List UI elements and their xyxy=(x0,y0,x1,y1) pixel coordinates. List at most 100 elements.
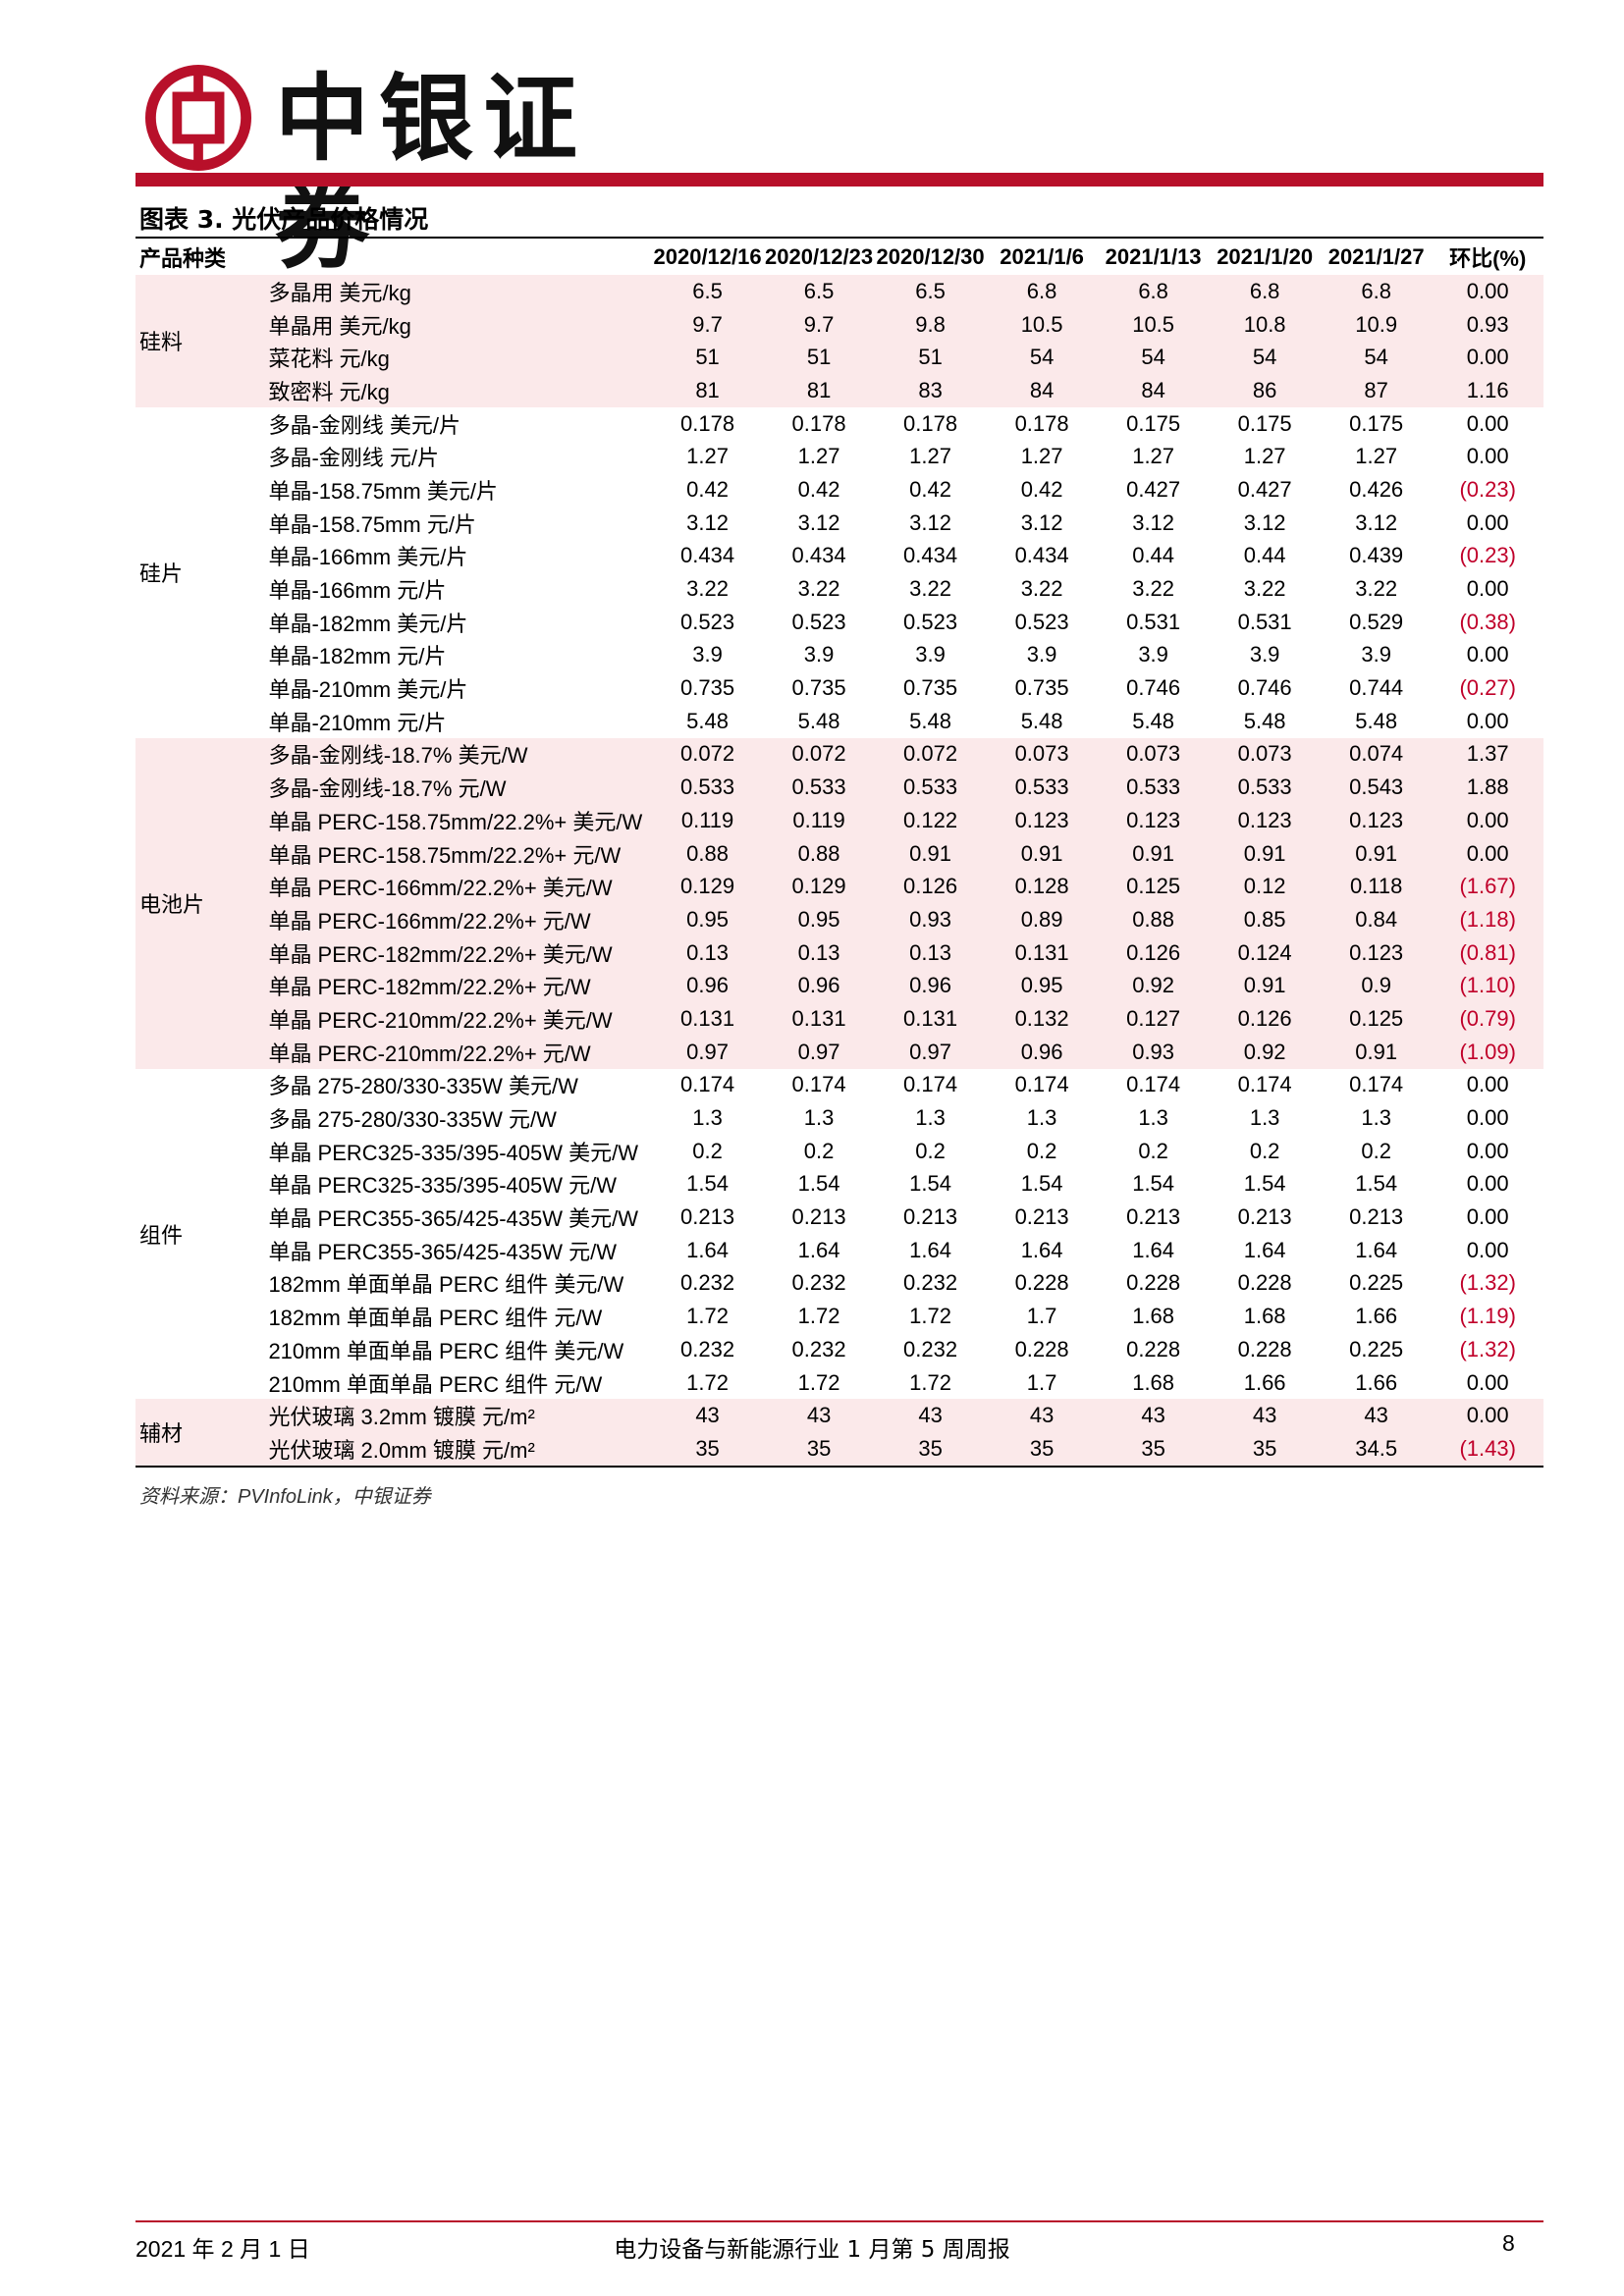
price-cell: 54 xyxy=(1209,341,1321,375)
price-cell: 0.91 xyxy=(1320,1035,1433,1069)
column-header-date: 2021/1/13 xyxy=(1105,243,1202,269)
product-cell: 单晶 PERC-182mm/22.2%+ 元/W xyxy=(264,969,652,1003)
price-cell: 5.48 xyxy=(1355,708,1398,733)
price-cell: 0.213 xyxy=(1237,1204,1292,1230)
change-cell: 0.00 xyxy=(1466,444,1509,469)
table-row: 硅料 多晶用 美元/kg 6.5 6.5 6.5 6.8 6.8 6.8 6.8 0.00 xyxy=(135,275,1543,407)
price-cell: 0.175 xyxy=(1349,410,1404,436)
table-body: 硅料 多晶用 美元/kg 6.5 6.5 6.5 6.8 6.8 6.8 6.8 0.00 单晶用 … xyxy=(135,275,1543,1466)
product-cell: 182mm 单面单晶 PERC 组件 元/W xyxy=(268,1306,603,1331)
change-cell: 0.00 xyxy=(1432,275,1543,308)
price-cell: 1.27 xyxy=(909,444,951,469)
product-cell: 多晶 275-280/330-335W 元/W xyxy=(268,1107,557,1133)
price-cell: 0.129 xyxy=(763,870,875,904)
change-cell: (1.32) xyxy=(1459,1336,1516,1362)
footer-report-title: 电力设备与新能源行业 1 月第 5 周周报 xyxy=(614,2237,1010,2263)
price-cell: 0.119 xyxy=(763,804,875,837)
price-cell: 5.48 xyxy=(1243,708,1286,733)
price-cell: 0.93 xyxy=(1097,1035,1210,1069)
price-cell: 1.68 xyxy=(1132,1304,1175,1329)
change-cell: (0.38) xyxy=(1459,609,1516,634)
price-cell: 0.126 xyxy=(874,870,987,904)
price-cell: 10.5 xyxy=(986,307,1098,342)
price-cell: 0.96 xyxy=(763,969,875,1003)
price-cell: 0.746 xyxy=(1237,675,1292,701)
price-cell: 0.2 xyxy=(1361,1138,1391,1163)
price-cell: 0.533 xyxy=(651,771,764,804)
price-cell: 3.12 xyxy=(1355,509,1398,535)
price-cell: 0.122 xyxy=(874,804,987,837)
price-cell: 0.128 xyxy=(986,870,1098,904)
product-cell: 单晶 PERC-182mm/22.2%+ 美元/W xyxy=(264,935,652,970)
category-cell: 辅材 xyxy=(135,1399,265,1466)
table-row: 单晶-158.75mm 美元/片 0.42 0.42 0.42 0.42 0.427 0.4… xyxy=(135,473,1543,507)
price-cell: 0.735 xyxy=(903,675,958,701)
price-cell: 3.9 xyxy=(915,642,946,667)
price-cell: 54 xyxy=(1097,341,1210,375)
price-cell: 1.64 xyxy=(909,1237,951,1262)
price-cell: 1.54 xyxy=(1132,1171,1175,1197)
price-cell: 35 xyxy=(874,1432,987,1466)
price-cell: 0.523 xyxy=(680,609,735,634)
price-cell: 0.125 xyxy=(1097,870,1210,904)
price-cell: 0.232 xyxy=(791,1270,846,1296)
price-cell: 0.42 xyxy=(1020,476,1063,502)
price-cell: 0.213 xyxy=(1349,1204,1404,1230)
price-cell: 10.8 xyxy=(1209,307,1321,342)
price-cell: 3.9 xyxy=(1138,642,1168,667)
price-cell: 1.72 xyxy=(909,1369,951,1395)
change-cell: 0.00 xyxy=(1466,410,1509,436)
product-cell: 182mm 单面单晶 PERC 组件 美元/W xyxy=(268,1272,624,1298)
price-cell: 0.533 xyxy=(1209,771,1321,804)
price-cell: 1.3 xyxy=(1026,1105,1057,1131)
change-cell: 1.88 xyxy=(1432,771,1543,804)
price-cell: 0.126 xyxy=(1209,1002,1321,1036)
price-cell: 1.64 xyxy=(686,1237,729,1262)
product-cell: 单晶 PERC-210mm/22.2%+ 美元/W xyxy=(264,1002,652,1036)
product-cell: 单晶 PERC325-335/395-405W 元/W xyxy=(268,1173,618,1199)
price-cell: 51 xyxy=(651,341,764,375)
price-cell: 1.27 xyxy=(1355,444,1398,469)
price-cell: 0.2 xyxy=(1026,1138,1057,1163)
price-cell: 0.426 xyxy=(1349,476,1404,502)
change-cell: 0.00 xyxy=(1466,576,1509,602)
column-header-date: 2020/12/30 xyxy=(876,243,985,269)
price-cell: 0.13 xyxy=(874,935,987,970)
price-cell: 0.42 xyxy=(797,476,840,502)
change-cell: 0.00 xyxy=(1466,1072,1509,1097)
price-cell: 0.213 xyxy=(903,1204,958,1230)
table-row: 210mm 单面单晶 PERC 组件 元/W 1.72 1.72 1.72 1.7 1.6… xyxy=(135,1366,1543,1400)
change-cell: (1.67) xyxy=(1432,870,1543,904)
price-cell: 5.48 xyxy=(797,708,840,733)
price-cell: 3.12 xyxy=(686,509,729,535)
product-cell: 单晶 PERC325-335/395-405W 美元/W xyxy=(268,1140,639,1165)
product-cell: 单晶 PERC355-365/425-435W 元/W xyxy=(268,1239,618,1264)
price-cell: 0.2 xyxy=(1249,1138,1280,1163)
price-cell: 0.228 xyxy=(1237,1336,1292,1362)
price-cell: 0.88 xyxy=(651,836,764,871)
price-cell: 1.3 xyxy=(1249,1105,1280,1131)
price-cell: 0.131 xyxy=(651,1002,764,1036)
price-cell: 0.073 xyxy=(1209,737,1321,772)
price-cell: 1.3 xyxy=(1361,1105,1391,1131)
table-row: 182mm 单面单晶 PERC 组件 美元/W 0.232 0.232 0.232 0.… xyxy=(135,1267,1543,1301)
product-cell: 致密料 元/kg xyxy=(264,374,652,407)
price-cell: 0.96 xyxy=(651,969,764,1003)
table-row: 菜花料 元/kg 51 51 51 54 54 54 54 0.00 xyxy=(135,341,1543,375)
change-cell: (1.18) xyxy=(1432,903,1543,936)
price-cell: 0.131 xyxy=(763,1002,875,1036)
price-cell: 84 xyxy=(986,374,1098,407)
table-row: 单晶-166mm 元/片 3.22 3.22 3.22 3.22 3.22 3.22 3.22… xyxy=(135,572,1543,606)
price-cell: 1.54 xyxy=(797,1171,840,1197)
price-cell: 0.228 xyxy=(1126,1336,1181,1362)
table-row: 单晶-182mm 美元/片 0.523 0.523 0.523 0.523 0.531 0.… xyxy=(135,606,1543,639)
change-cell: (1.43) xyxy=(1432,1432,1543,1466)
price-cell: 3.12 xyxy=(1020,509,1063,535)
product-cell: 单晶 PERC-210mm/22.2%+ 元/W xyxy=(264,1035,652,1069)
price-cell: 35 xyxy=(986,1432,1098,1466)
change-cell: 0.00 xyxy=(1432,1399,1543,1433)
product-cell: 光伏玻璃 2.0mm 镀膜 元/m² xyxy=(264,1432,652,1466)
price-cell: 0.129 xyxy=(651,870,764,904)
price-cell: 0.96 xyxy=(874,969,987,1003)
price-cell: 0.174 xyxy=(680,1072,735,1097)
